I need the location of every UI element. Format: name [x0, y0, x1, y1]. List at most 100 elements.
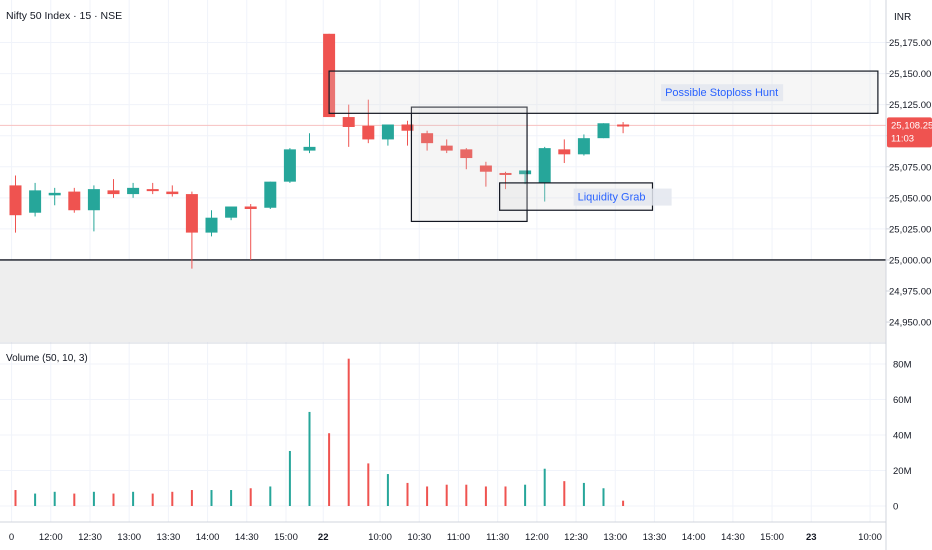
time-tick-label: 14:30: [721, 532, 745, 543]
time-tick-label: 13:00: [117, 532, 141, 543]
volume-bar: [602, 488, 605, 506]
candle-body: [127, 187, 140, 195]
time-tick-label: 12:00: [525, 532, 549, 543]
support-zone: [0, 259, 886, 342]
price-axis[interactable]: 25,175.0025,150.0025,125.0025,100.0025,0…: [886, 38, 931, 329]
candle-body: [381, 124, 394, 140]
candle-body: [499, 172, 512, 175]
price-tick-label: 25,175.00: [889, 38, 931, 49]
candle-body: [9, 185, 22, 216]
time-tick-label: 14:30: [235, 532, 259, 543]
time-tick-label: 10:00: [858, 532, 882, 543]
volume-series: [14, 358, 625, 506]
candle-body: [597, 123, 610, 139]
volume-bar: [308, 411, 311, 506]
candle-body: [342, 117, 355, 127]
volume-bar: [347, 358, 350, 506]
volume-bar: [367, 463, 370, 506]
candle-body: [264, 181, 277, 208]
time-tick-label: 12:30: [564, 532, 588, 543]
annotation-label-bg: [573, 188, 672, 206]
candle-body: [519, 170, 532, 175]
volume-bar: [249, 488, 252, 506]
volume-bar: [210, 490, 213, 506]
volume-bar: [190, 490, 193, 506]
annotation-box[interactable]: [328, 70, 879, 114]
rectangle-drawing[interactable]: [410, 106, 528, 223]
volume-bar: [269, 486, 272, 506]
candle-body: [538, 148, 551, 183]
price-tick-label: 24,975.00: [889, 287, 931, 298]
chart-title: Nifty 50 Index · 15 · NSE: [6, 10, 122, 22]
volume-tick-label: 60M: [893, 395, 912, 406]
annotation-text: Liquidity Grab: [578, 192, 646, 204]
volume-bar: [406, 482, 409, 506]
volume-tick-label: 40M: [893, 431, 912, 442]
time-tick-label: 12:30: [78, 532, 102, 543]
time-tick-label: 0: [9, 532, 14, 543]
volume-bar: [563, 481, 566, 506]
candle-body: [146, 189, 159, 192]
candle-body: [48, 192, 61, 196]
candle-body: [303, 146, 316, 151]
candle-body: [205, 217, 218, 233]
candle-body: [166, 191, 179, 195]
last-price-value: 25,108.25: [891, 120, 932, 131]
volume-bar: [386, 474, 389, 506]
volume-indicator-title[interactable]: Volume (50, 10, 3): [6, 353, 88, 364]
volume-bar: [445, 484, 448, 506]
candle-body: [225, 206, 238, 218]
candle-body: [577, 138, 590, 155]
candle-body: [244, 206, 257, 209]
candle-body: [440, 145, 453, 151]
candle-body: [29, 190, 42, 213]
time-tick-label: 14:00: [682, 532, 706, 543]
candle-body: [107, 190, 120, 195]
candle-body: [558, 149, 571, 155]
volume-tick-label: 80M: [893, 360, 912, 371]
currency-label[interactable]: INR: [894, 12, 911, 23]
candle-body: [68, 191, 81, 211]
volume-axis: 80M 60M 40M 20M 0: [893, 360, 912, 513]
volume-bar: [34, 493, 37, 506]
volume-bar: [582, 482, 585, 506]
time-tick-label: 11:00: [447, 532, 470, 543]
last-price-badge-bg: [887, 117, 932, 148]
volume-bar: [622, 500, 625, 506]
time-tick-label: 13:30: [156, 532, 180, 543]
annotations[interactable]: Possible Stoploss Hunt Liquidity Grab: [328, 70, 879, 223]
time-tick-label: 11:30: [486, 532, 509, 543]
volume-bar: [151, 493, 154, 506]
volume-bar: [112, 493, 115, 506]
price-tick-label: 24,950.00: [889, 318, 931, 329]
time-tick-label: 13:30: [643, 532, 667, 543]
volume-tick-label: 20M: [893, 466, 912, 477]
time-axis[interactable]: 0 12:00 12:30 13:00 13:30 14:00 14:30 15:00 22 10…: [9, 532, 882, 543]
volume-bar: [543, 468, 546, 506]
price-tick-label: 25,000.00: [889, 255, 931, 266]
time-tick-label: 14:00: [196, 532, 220, 543]
time-tick-label: 10:30: [407, 532, 431, 543]
price-tick-label: 25,025.00: [889, 224, 931, 235]
candle-body: [283, 149, 296, 182]
candle-body: [87, 189, 100, 211]
volume-bar: [504, 486, 507, 506]
time-tick-label: 22: [318, 532, 329, 543]
candle-body: [401, 124, 414, 131]
candle-body: [362, 125, 375, 140]
candle-body: [460, 149, 473, 159]
time-tick-label: 10:00: [368, 532, 392, 543]
annotation-text: Possible Stoploss Hunt: [665, 87, 778, 99]
volume-bar: [524, 484, 527, 506]
volume-bar: [426, 486, 429, 506]
candle-body: [185, 194, 198, 233]
price-tick-label: 25,150.00: [889, 69, 931, 80]
candlestick-series: [9, 33, 630, 269]
volume-bar: [92, 491, 95, 506]
candle-body: [617, 124, 630, 127]
time-tick-label: 13:00: [603, 532, 627, 543]
time-tick-label: 15:00: [274, 532, 298, 543]
price-tick-label: 25,125.00: [889, 100, 931, 111]
volume-bar: [465, 484, 468, 506]
